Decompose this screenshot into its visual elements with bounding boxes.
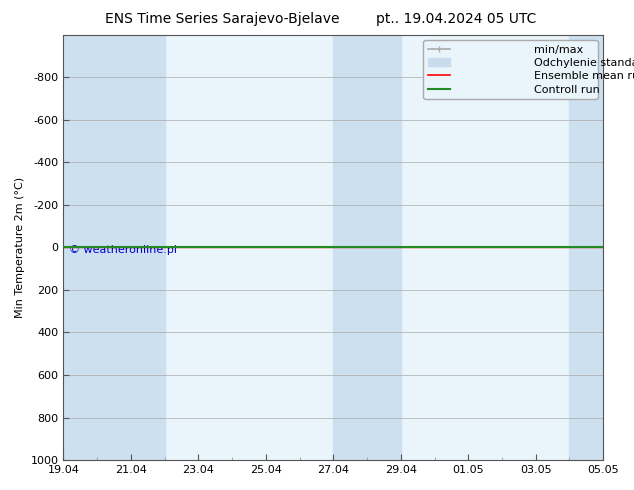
Bar [63,35,165,460]
Text: ENS Time Series Sarajevo-Bjelave: ENS Time Series Sarajevo-Bjelave [105,12,339,26]
Text: © weatheronline.pl: © weatheronline.pl [69,245,177,255]
Bar [569,35,603,460]
Legend: min/max, Odchylenie standardowe, Ensemble mean run, Controll run: min/max, Odchylenie standardowe, Ensembl… [424,40,598,99]
Y-axis label: Min Temperature 2m (°C): Min Temperature 2m (°C) [15,177,25,318]
Bar [333,35,401,460]
Text: pt.. 19.04.2024 05 UTC: pt.. 19.04.2024 05 UTC [377,12,536,26]
